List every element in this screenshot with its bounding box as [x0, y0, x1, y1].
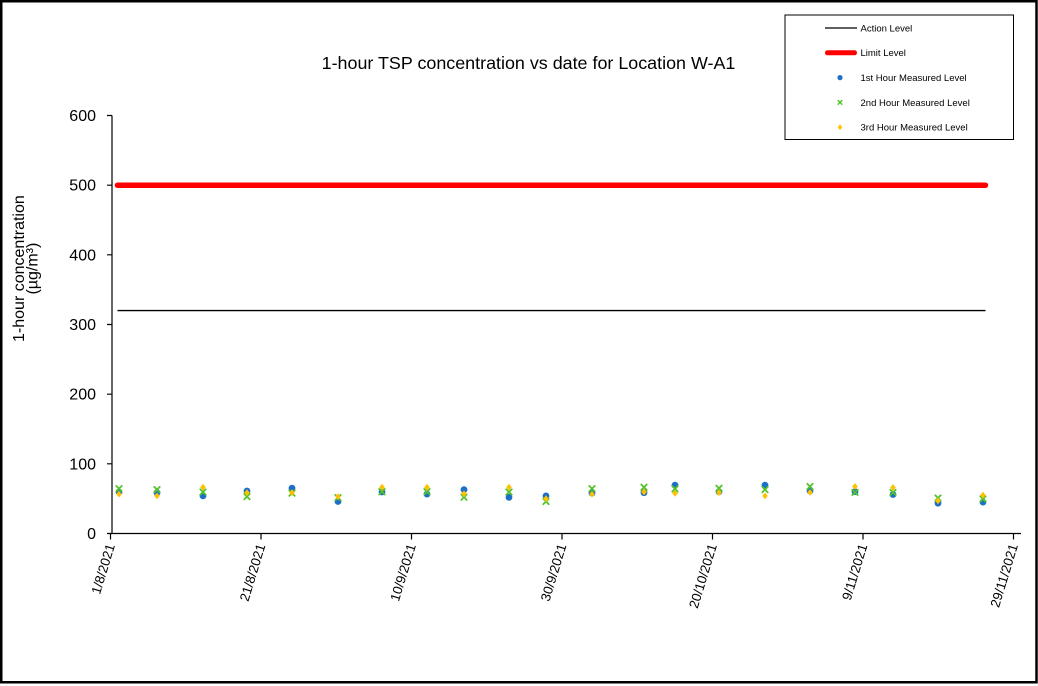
- svg-text:2nd Hour Measured Level: 2nd Hour Measured Level: [861, 98, 970, 109]
- svg-text:100: 100: [69, 456, 96, 473]
- svg-text:300: 300: [69, 317, 96, 334]
- svg-text:1st Hour Measured Level: 1st Hour Measured Level: [861, 73, 967, 84]
- svg-text:400: 400: [69, 247, 96, 264]
- svg-text:200: 200: [69, 387, 96, 404]
- svg-text:3rd Hour Measured Level: 3rd Hour Measured Level: [861, 123, 968, 134]
- svg-text:Action Level: Action Level: [861, 23, 913, 34]
- svg-text:Limit Level: Limit Level: [861, 48, 906, 59]
- svg-text:1-hour concentration: 1-hour concentration: [11, 195, 28, 342]
- svg-text:(µg/m³): (µg/m³): [24, 243, 41, 295]
- svg-text:1-hour TSP concentration vs da: 1-hour TSP concentration vs date for Loc…: [322, 53, 736, 73]
- svg-text:600: 600: [69, 108, 96, 125]
- svg-text:500: 500: [69, 178, 96, 195]
- svg-text:0: 0: [87, 526, 96, 543]
